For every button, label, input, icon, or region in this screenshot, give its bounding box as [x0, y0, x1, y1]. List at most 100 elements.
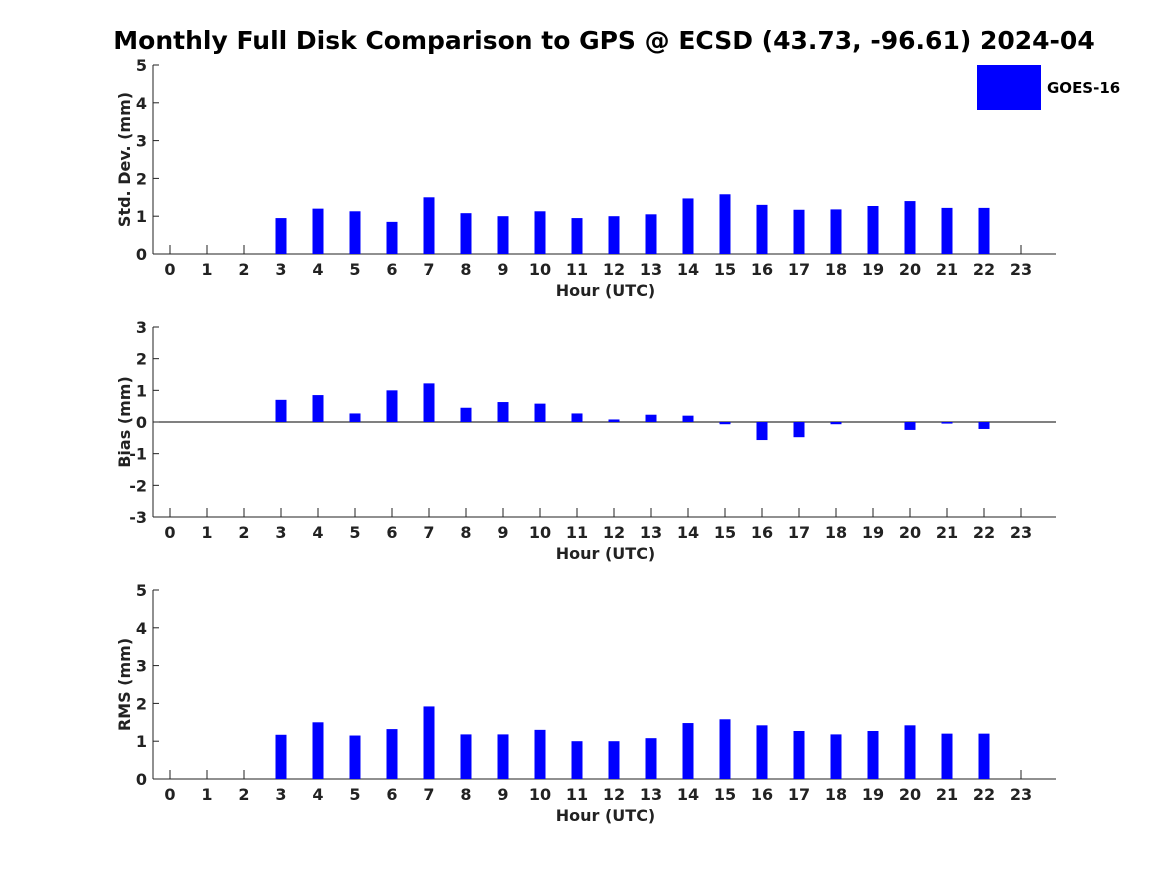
bar-hour-14 [682, 723, 694, 779]
x-tick-label: 11 [566, 523, 588, 542]
x-tick-label: 13 [640, 260, 662, 279]
bar-hour-16 [756, 204, 768, 254]
x-axis-label: Hour (UTC) [556, 806, 656, 825]
x-tick-label: 9 [497, 785, 508, 804]
y-tick-label: 3 [136, 657, 147, 676]
bar-hour-11 [571, 218, 583, 254]
bar-hour-7 [423, 383, 435, 422]
bar-hour-8 [460, 213, 472, 254]
x-tick-label: 13 [640, 523, 662, 542]
bar-hour-20 [904, 422, 916, 430]
x-tick-label: 6 [386, 523, 397, 542]
x-tick-label: 4 [312, 260, 323, 279]
x-tick-label: 19 [862, 785, 884, 804]
bar-hour-21 [941, 733, 953, 779]
x-tick-label: 1 [201, 785, 212, 804]
bar-hour-19 [867, 730, 879, 779]
bar-hour-22 [978, 422, 990, 429]
x-tick-label: 5 [349, 523, 360, 542]
x-tick-label: 11 [566, 260, 588, 279]
x-tick-label: 16 [751, 260, 773, 279]
x-tick-label: 23 [1010, 785, 1032, 804]
bar-hour-5 [349, 735, 361, 779]
legend-label-goes16: GOES-16 [1047, 79, 1120, 97]
x-tick-label: 16 [751, 785, 773, 804]
y-axis-label: Bias (mm) [115, 376, 134, 468]
bar-hour-15 [719, 719, 731, 779]
bar-hour-13 [645, 738, 657, 779]
bar-hour-8 [460, 407, 472, 422]
bar-hour-13 [645, 214, 657, 254]
bar-hour-10 [534, 211, 546, 254]
x-tick-label: 22 [973, 523, 995, 542]
x-tick-label: 10 [529, 785, 551, 804]
x-tick-label: 20 [899, 260, 921, 279]
y-tick-label: -2 [129, 476, 147, 495]
x-tick-label: 2 [238, 260, 249, 279]
x-tick-label: 22 [973, 785, 995, 804]
bar-hour-14 [682, 198, 694, 254]
x-tick-label: 18 [825, 523, 847, 542]
bar-hour-11 [571, 413, 583, 422]
y-tick-label: -3 [129, 508, 147, 527]
bar-hour-19 [867, 205, 879, 254]
y-axis-label: Std. Dev. (mm) [115, 92, 134, 227]
bar-hour-17 [793, 730, 805, 779]
bar-hour-21 [941, 207, 953, 254]
bar-hour-20 [904, 201, 916, 254]
x-tick-label: 15 [714, 260, 736, 279]
bar-hour-5 [349, 211, 361, 254]
x-tick-label: 11 [566, 785, 588, 804]
bar-hour-15 [719, 194, 731, 254]
bar-hour-18 [830, 209, 842, 254]
x-tick-label: 6 [386, 785, 397, 804]
x-tick-label: 3 [275, 523, 286, 542]
bar-hour-3 [275, 399, 287, 422]
x-tick-label: 8 [460, 260, 471, 279]
x-tick-label: 4 [312, 785, 323, 804]
bar-hour-9 [497, 734, 509, 779]
y-tick-label: 2 [136, 694, 147, 713]
bar-hour-14 [682, 415, 694, 422]
bar-hour-12 [608, 741, 620, 779]
x-tick-label: 10 [529, 523, 551, 542]
chart-title: Monthly Full Disk Comparison to GPS @ EC… [113, 26, 1095, 55]
bar-hour-13 [645, 414, 657, 422]
x-tick-label: 1 [201, 523, 212, 542]
y-tick-label: 2 [136, 350, 147, 369]
bar-hour-22 [978, 207, 990, 254]
x-tick-label: 8 [460, 523, 471, 542]
x-tick-label: 23 [1010, 260, 1032, 279]
y-axis-label: RMS (mm) [115, 638, 134, 731]
bar-hour-3 [275, 734, 287, 779]
y-tick-label: 5 [136, 56, 147, 75]
x-tick-label: 9 [497, 523, 508, 542]
x-tick-label: 2 [238, 523, 249, 542]
x-tick-label: 0 [164, 523, 175, 542]
bar-hour-12 [608, 419, 620, 422]
y-tick-label: 2 [136, 169, 147, 188]
bar-hour-7 [423, 706, 435, 779]
bar-hour-4 [312, 395, 324, 422]
x-tick-label: 9 [497, 260, 508, 279]
x-tick-label: 13 [640, 785, 662, 804]
y-tick-label: 3 [136, 132, 147, 151]
x-tick-label: 1 [201, 260, 212, 279]
bar-hour-4 [312, 722, 324, 779]
x-tick-label: 17 [788, 523, 810, 542]
bar-hour-5 [349, 413, 361, 422]
x-tick-label: 2 [238, 785, 249, 804]
x-tick-label: 15 [714, 785, 736, 804]
x-tick-label: 8 [460, 785, 471, 804]
bar-hour-9 [497, 216, 509, 254]
y-tick-label: 4 [136, 619, 147, 638]
bar-hour-8 [460, 734, 472, 779]
bar-hour-18 [830, 734, 842, 779]
x-tick-label: 18 [825, 260, 847, 279]
x-axis-label: Hour (UTC) [556, 281, 656, 300]
x-tick-label: 0 [164, 260, 175, 279]
x-tick-label: 14 [677, 523, 699, 542]
